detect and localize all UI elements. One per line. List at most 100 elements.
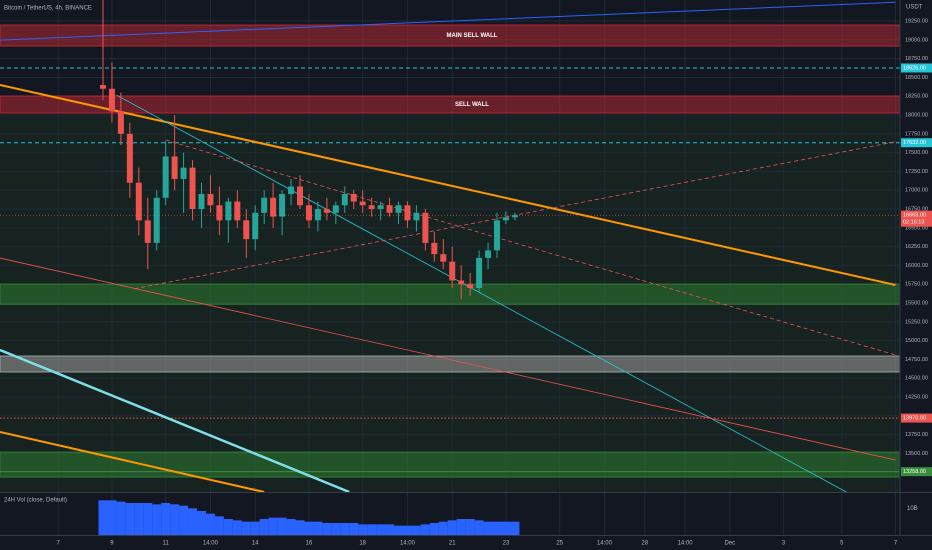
candle-body — [314, 209, 321, 221]
x-tick-label: 23 — [503, 541, 510, 547]
y-tick-label: 19250.00 — [905, 19, 928, 25]
volume-bar — [358, 524, 368, 535]
y-tick-label: 13750.00 — [905, 432, 928, 438]
candle-body — [207, 194, 214, 206]
volume-bar — [232, 520, 242, 535]
volume-bar — [510, 521, 520, 535]
price-label: 17632.00 — [903, 140, 926, 146]
candle-body — [99, 84, 106, 89]
volume-bar — [205, 513, 215, 535]
last-price-label: 16668.00 — [903, 213, 926, 219]
volume-bar — [134, 503, 144, 535]
x-tick-label: 18 — [359, 541, 366, 547]
volume-bar — [483, 521, 493, 535]
price-label: 13258.00 — [903, 469, 926, 475]
volume-label: 24H Vol (close, Default) — [4, 498, 67, 504]
y-tick-label: 19000.00 — [905, 37, 928, 43]
volume-bar — [492, 521, 502, 535]
x-tick-label: 14 — [252, 541, 259, 547]
candle-body — [386, 205, 393, 213]
candle-body — [216, 205, 223, 221]
candle-body — [144, 220, 151, 243]
volume-bar — [259, 519, 269, 535]
x-tick-label: 21 — [449, 541, 456, 547]
trendline — [0, 348, 350, 494]
trendline — [0, 1, 896, 41]
y-tick-label: 14500.00 — [905, 376, 928, 382]
x-tick-label: 5 — [840, 541, 844, 547]
zone — [0, 451, 901, 478]
x-tick-label: 28 — [641, 541, 648, 547]
zone-label: SELL WALL — [455, 102, 489, 108]
x-tick-label: 14:00 — [203, 541, 219, 547]
volume-bar — [304, 521, 314, 535]
candle-body — [171, 156, 178, 179]
y-tick-label: 15000.00 — [905, 338, 928, 344]
volume-bar — [170, 504, 180, 535]
volume-bar — [447, 520, 457, 535]
zone — [0, 355, 901, 373]
candle-body — [261, 197, 268, 213]
y-tick-label: 17250.00 — [905, 169, 928, 175]
candle-body — [422, 212, 429, 243]
volume-bar — [429, 523, 439, 535]
candle-body — [350, 194, 357, 202]
zone — [0, 95, 901, 114]
candle-body — [431, 242, 438, 255]
x-tick-label: 14:00 — [400, 541, 416, 547]
volume-bar — [268, 517, 278, 535]
candle-body — [225, 201, 232, 221]
y-tick-label: 15500.00 — [905, 300, 928, 306]
volume-bar — [385, 524, 395, 535]
candle-body — [126, 133, 133, 183]
volume-bar — [465, 519, 475, 535]
last-price-box — [901, 210, 932, 227]
price-label: 13970.00 — [903, 416, 926, 422]
x-tick-label: 7 — [57, 541, 61, 547]
zone — [0, 283, 901, 305]
volume-bar — [402, 525, 412, 535]
candle-body — [189, 167, 196, 210]
volume-bar — [286, 519, 296, 535]
y-tick-label: 14750.00 — [905, 357, 928, 363]
volume-bar — [107, 500, 117, 535]
candle-body — [243, 220, 250, 240]
volume-bar — [223, 519, 233, 535]
volume-bar — [152, 504, 162, 535]
x-tick-label: 9 — [110, 541, 114, 547]
volume-bar — [474, 520, 484, 535]
x-tick-label: 11 — [163, 541, 170, 547]
candle-body — [511, 215, 518, 218]
candle-body — [153, 197, 160, 243]
volume-bar — [188, 508, 198, 535]
candle-body — [305, 205, 312, 221]
volume-bar — [456, 519, 466, 535]
volume-bar — [438, 521, 448, 535]
volume-bar — [376, 524, 386, 535]
y-tick-label: 15750.00 — [905, 282, 928, 288]
candle-body — [279, 194, 286, 217]
candle-body — [494, 220, 501, 251]
y-tick-label: 16000.00 — [905, 263, 928, 269]
candle-body — [458, 280, 465, 285]
y-tick-label: 16750.00 — [905, 206, 928, 212]
y-tick-label: 18250.00 — [905, 94, 928, 100]
price-label: 18626.00 — [903, 65, 926, 71]
candle-body — [377, 205, 384, 210]
trendline — [0, 83, 896, 286]
volume-bar — [250, 521, 260, 535]
volume-bar — [125, 503, 135, 535]
volume-bar — [394, 525, 404, 535]
y-tick-label: 18000.00 — [905, 113, 928, 119]
candle-body — [502, 217, 509, 221]
candle-body — [476, 257, 483, 288]
trendline — [165, 139, 896, 356]
volume-bar — [322, 523, 332, 535]
volume-bar — [411, 525, 421, 535]
y-tick-label: 16250.00 — [905, 244, 928, 250]
candle-body — [234, 201, 241, 221]
price-label-box — [901, 63, 932, 73]
volume-bar — [116, 501, 126, 535]
y-tick-label: 14250.00 — [905, 394, 928, 400]
candle-body — [440, 254, 447, 262]
